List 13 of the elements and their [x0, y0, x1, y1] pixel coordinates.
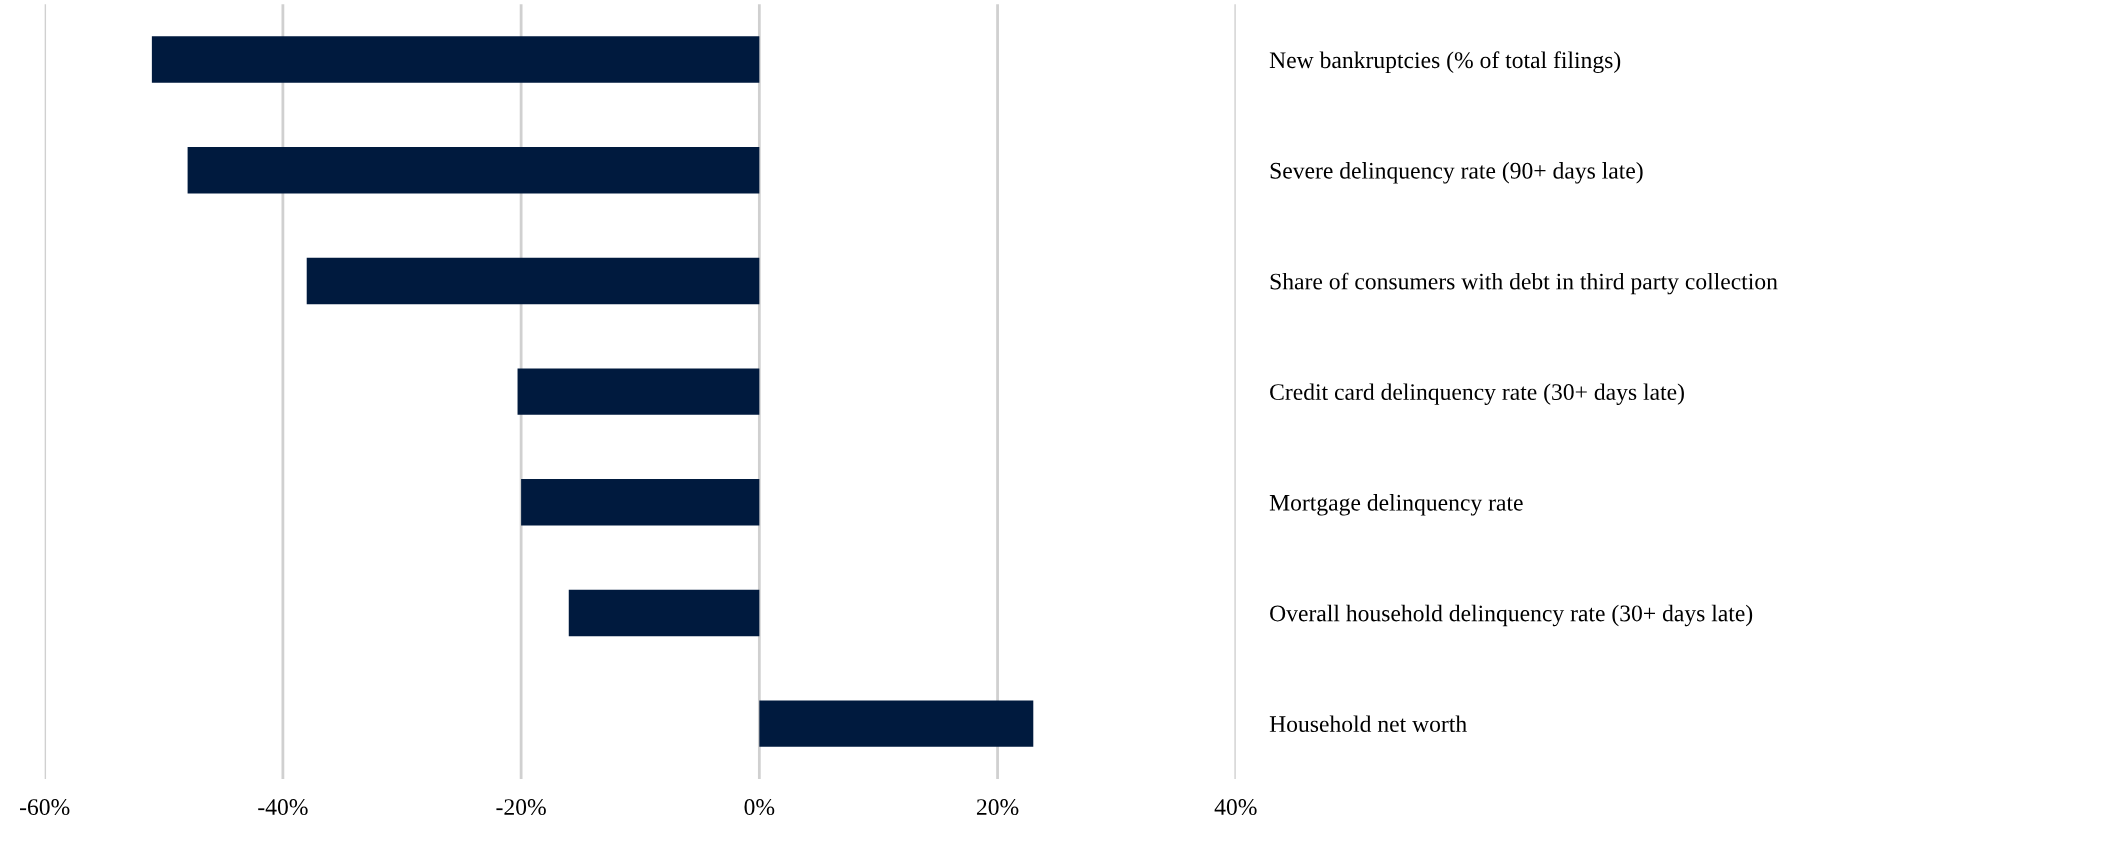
y-tick-label: Overall household delinquency rate (30+ days late): [1270, 604, 1753, 627]
x-tick-label: 0%: [744, 799, 775, 816]
y-tick-label: Share of consumers with debt in third party collection: [1270, 272, 1778, 295]
y-tick-label: New bankruptcies (% of total filings): [1269, 51, 1621, 74]
x-tick-label: -20%: [496, 799, 546, 816]
y-tick-label: Household net worth: [1269, 715, 1467, 733]
y-tick-label: Severe delinquency rate (90+ days late): [1270, 162, 1643, 184]
x-tick-label: -60%: [19, 799, 70, 816]
x-tick-label: 40%: [1214, 799, 1257, 816]
y-tick-label: Credit card delinquency rate (30+ days late): [1270, 383, 1684, 405]
x-tick-label: 20%: [976, 799, 1019, 816]
x-tick-label: -40%: [258, 799, 308, 816]
y-tick-label: Mortgage delinquency rate: [1269, 494, 1523, 516]
